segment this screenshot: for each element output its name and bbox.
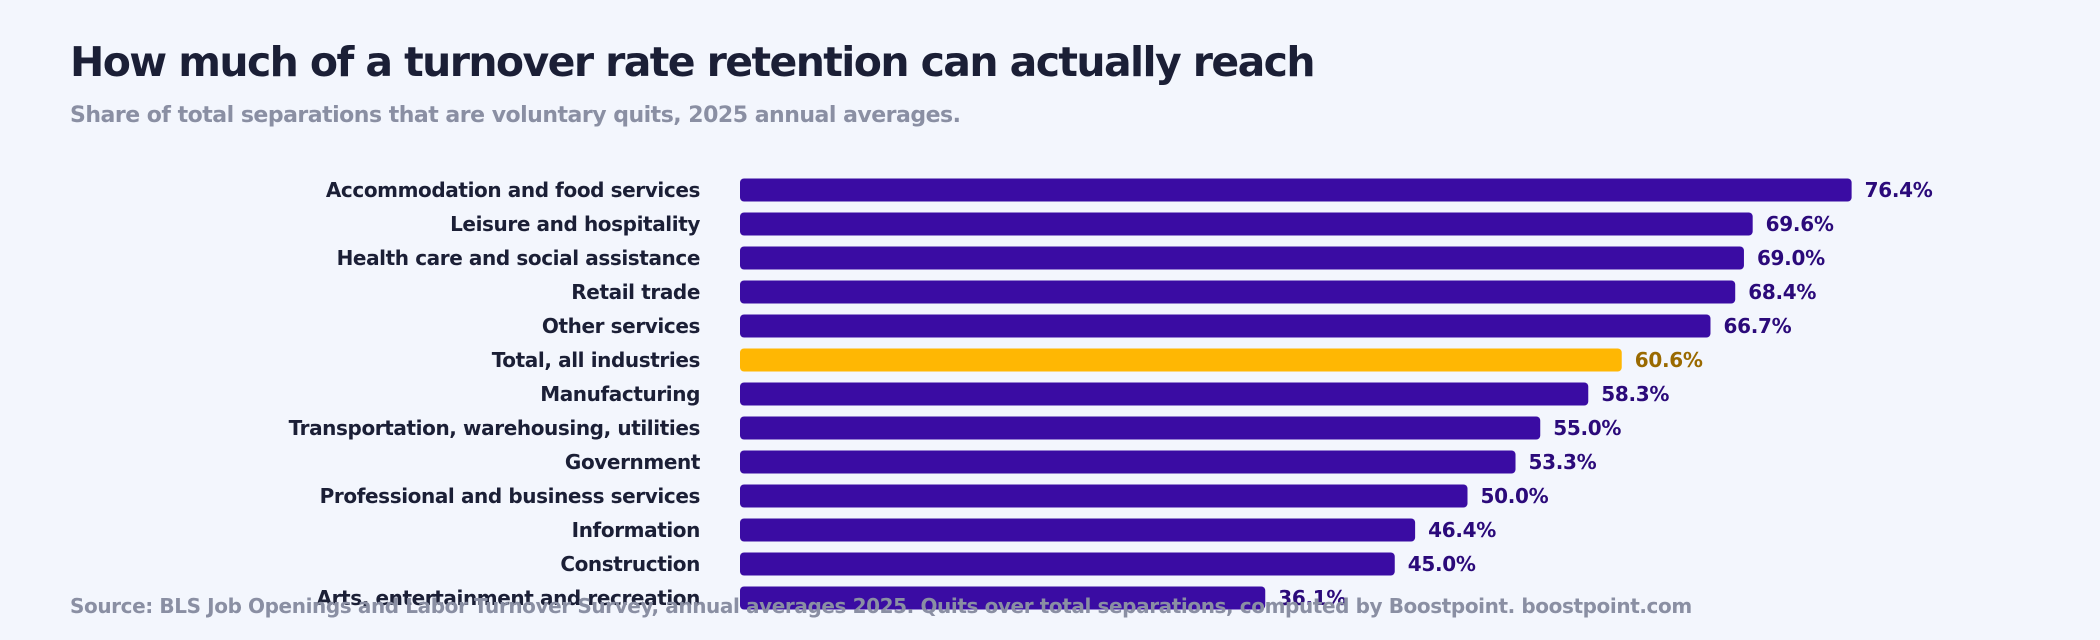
category-label: Arts, entertainment and recreation xyxy=(317,586,701,610)
value-label: 58.3% xyxy=(1601,382,1669,406)
category-label: Construction xyxy=(560,552,700,576)
category-label: Information xyxy=(572,518,700,542)
category-label: Retail trade xyxy=(571,280,700,304)
value-label: 50.0% xyxy=(1481,484,1549,508)
category-label: Accommodation and food services xyxy=(326,178,700,202)
bar xyxy=(740,586,1266,610)
chart-title: How much of a turnover rate retention ca… xyxy=(70,38,1316,86)
category-label: Other services xyxy=(542,314,700,338)
category-label: Total, all industries xyxy=(492,348,700,372)
bar xyxy=(740,178,1852,202)
category-label: Manufacturing xyxy=(540,382,700,406)
category-label: Leisure and hospitality xyxy=(450,212,700,236)
bar xyxy=(740,552,1395,576)
category-label: Professional and business services xyxy=(320,484,700,508)
bar xyxy=(740,416,1541,440)
value-label: 69.0% xyxy=(1757,246,1825,270)
category-label: Transportation, warehousing, utilities xyxy=(289,416,700,440)
value-label: 55.0% xyxy=(1553,416,1621,440)
bar xyxy=(740,212,1753,236)
source-note: Source: BLS Job Openings and Labor Turno… xyxy=(70,594,1692,618)
bar xyxy=(740,348,1622,372)
bar xyxy=(740,246,1744,270)
value-label: 53.3% xyxy=(1529,450,1597,474)
chart-subtitle: Share of total separations that are volu… xyxy=(70,103,961,128)
value-label: 36.1% xyxy=(1278,586,1346,610)
bar xyxy=(740,382,1589,406)
value-label: 66.7% xyxy=(1723,314,1791,338)
bar xyxy=(740,518,1416,542)
bar xyxy=(740,280,1736,304)
value-label: 60.6% xyxy=(1635,348,1703,372)
value-label: 46.4% xyxy=(1428,518,1496,542)
value-label: 68.4% xyxy=(1748,280,1816,304)
value-label: 69.6% xyxy=(1766,212,1834,236)
bar xyxy=(740,484,1468,508)
category-label: Government xyxy=(565,450,701,474)
value-label: 76.4% xyxy=(1865,178,1933,202)
value-label: 45.0% xyxy=(1408,552,1476,576)
bar xyxy=(740,450,1516,474)
category-label: Health care and social assistance xyxy=(337,246,700,270)
bar xyxy=(740,314,1711,338)
